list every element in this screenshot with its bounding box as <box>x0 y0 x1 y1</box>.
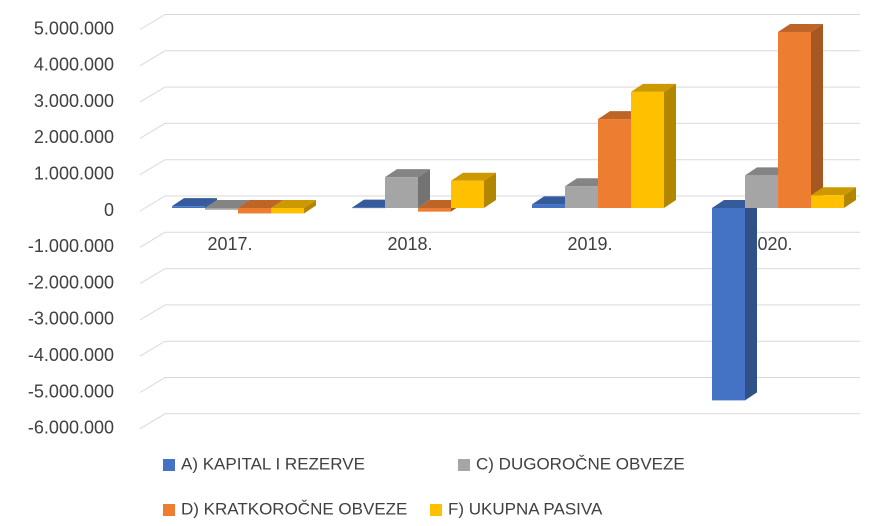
bar-top <box>451 172 496 181</box>
legend-swatch <box>163 504 175 516</box>
bar-top <box>271 200 316 208</box>
legend-swatch <box>430 504 442 516</box>
bar <box>778 31 811 208</box>
y-tick-label: -3.000.000 <box>28 309 114 329</box>
bar-side <box>304 200 316 214</box>
legend-label: C) DUGOROČNE OBVEZE <box>476 454 685 473</box>
grid-line <box>139 14 860 30</box>
y-tick-label: -1.000.000 <box>28 236 114 256</box>
legend-label: F) UKUPNA PASIVA <box>448 499 603 518</box>
y-tick-label: -6.000.000 <box>28 418 114 438</box>
x-tick-label: 2019. <box>567 234 612 254</box>
grid-line <box>139 231 860 248</box>
bar-top <box>238 200 283 208</box>
bar-side <box>844 187 856 208</box>
bar-top <box>205 200 250 208</box>
bar <box>352 207 385 209</box>
bar <box>811 195 844 208</box>
x-tick-label: 2017. <box>207 234 252 254</box>
bar <box>238 208 271 214</box>
bar-side <box>484 172 496 208</box>
grid-line <box>139 413 860 430</box>
bar-side <box>811 23 823 208</box>
bar <box>712 208 745 401</box>
bar-side <box>418 169 430 208</box>
bar-side <box>664 83 676 208</box>
legend-swatch <box>458 459 470 471</box>
bar <box>385 177 418 208</box>
y-tick-label: -4.000.000 <box>28 345 114 365</box>
bar <box>745 175 778 208</box>
bar-top <box>172 198 217 207</box>
x-tick-label: 2018. <box>387 234 432 254</box>
bar <box>565 186 598 208</box>
bar <box>172 206 205 208</box>
bar <box>631 91 664 208</box>
grid-line <box>139 122 860 139</box>
y-tick-label: 2.000.000 <box>34 127 114 147</box>
bar <box>271 208 304 214</box>
grid-line <box>139 86 860 103</box>
bar <box>205 208 238 210</box>
bar-top <box>385 169 430 178</box>
grid-line <box>139 377 860 393</box>
y-tick-label: 5.000.000 <box>34 18 114 38</box>
grid-line <box>139 268 860 285</box>
legend-swatch <box>163 459 175 471</box>
bar-side <box>745 200 757 401</box>
bar <box>532 204 565 208</box>
grid-line <box>139 50 860 67</box>
bar-side <box>205 198 217 208</box>
grid-line <box>139 304 860 321</box>
y-tick-label: 0 <box>104 200 114 220</box>
y-tick-label: 3.000.000 <box>34 91 114 111</box>
legend-label: A) KAPITAL I REZERVE <box>181 454 365 473</box>
bar-top <box>631 83 676 92</box>
grid-line <box>139 340 860 357</box>
bar <box>598 119 631 208</box>
y-tick-label: 4.000.000 <box>34 55 114 75</box>
legend-label: D) KRATKOROČNE OBVEZE <box>181 499 407 518</box>
y-tick-label: -5.000.000 <box>28 381 114 401</box>
y-tick-label: 1.000.000 <box>34 163 114 183</box>
bar-top <box>778 23 823 32</box>
x-tick-label: 2020. <box>747 234 792 254</box>
bar <box>451 180 484 208</box>
bar <box>418 208 451 212</box>
y-tick-label: -2.000.000 <box>28 272 114 292</box>
bar-top <box>811 187 856 196</box>
